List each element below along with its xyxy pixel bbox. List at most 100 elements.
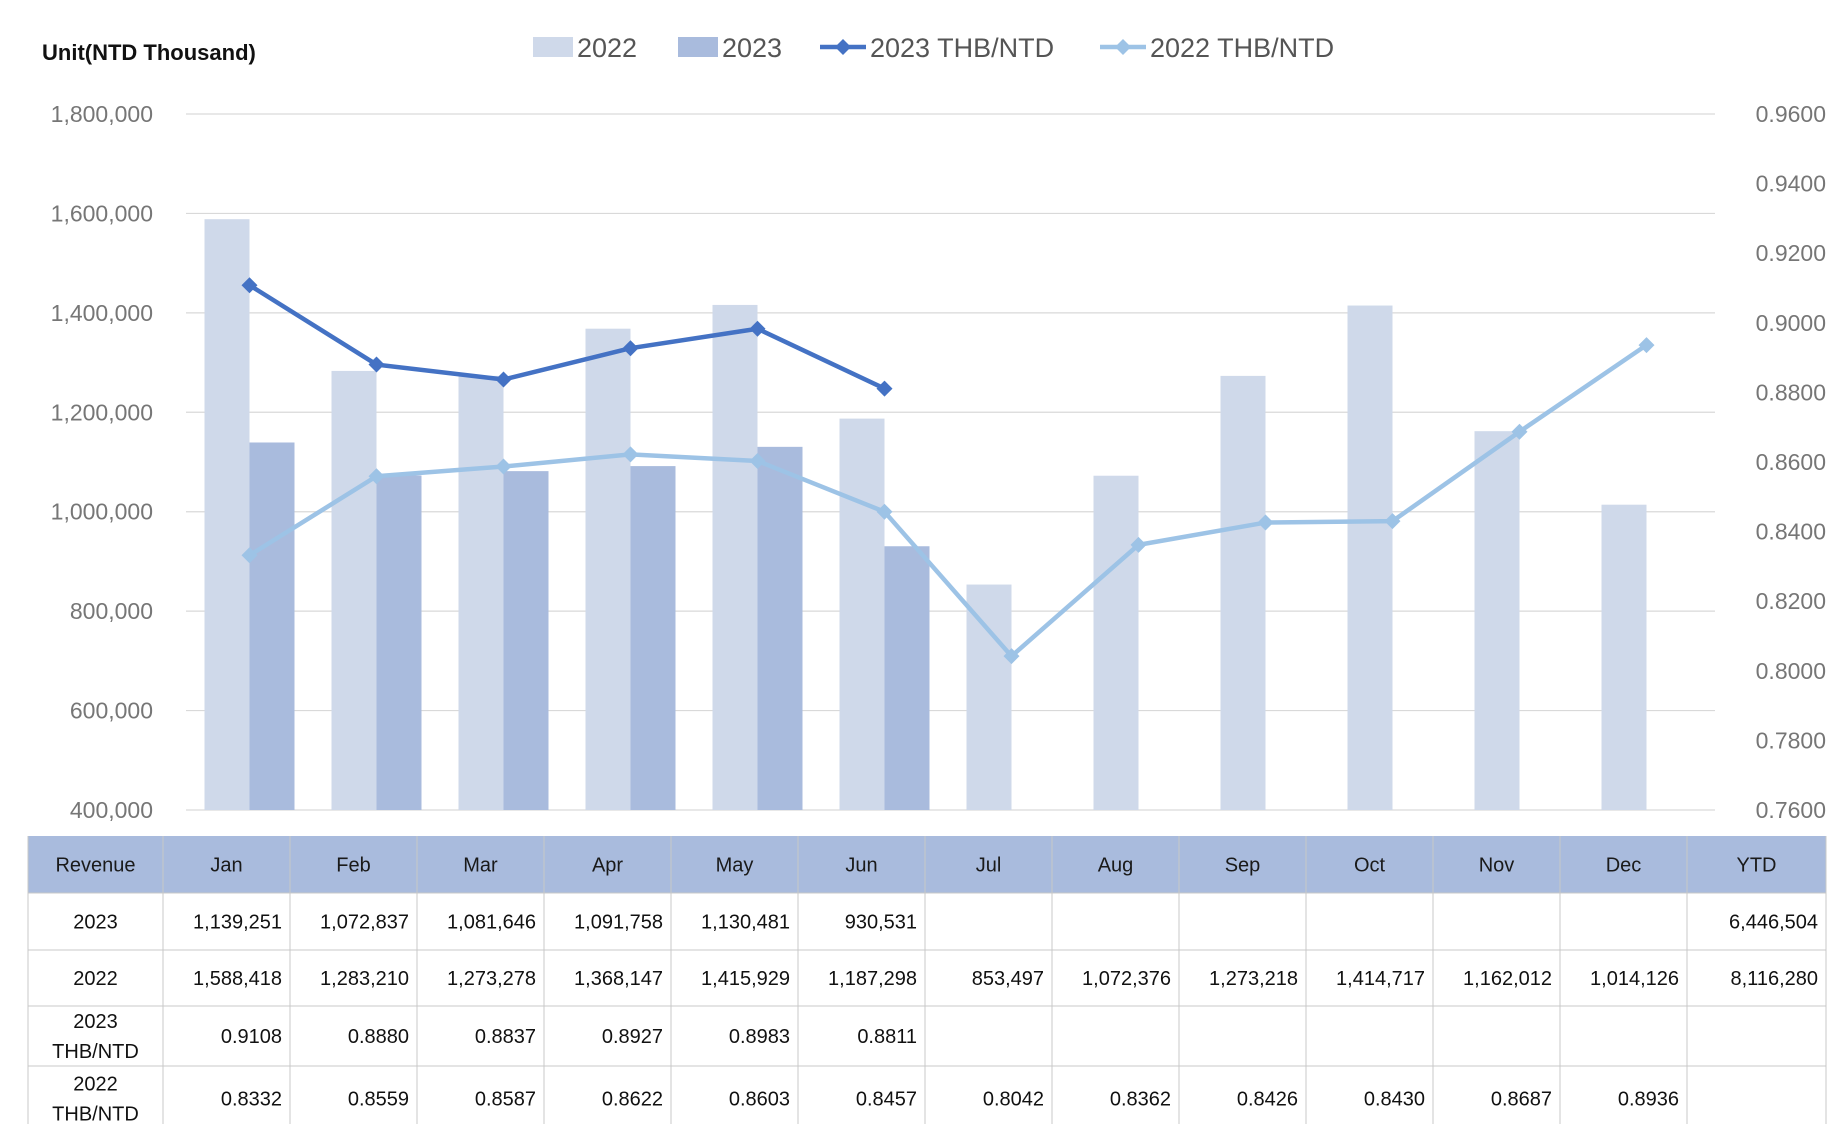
table-header-oct: Oct bbox=[1354, 855, 1386, 877]
bar-2023-jan bbox=[249, 442, 295, 810]
table-cell: 1,273,278 bbox=[447, 968, 536, 990]
table-header-dec: Dec bbox=[1606, 855, 1642, 877]
point-2022-thb-ntd-mar bbox=[495, 458, 512, 475]
point-2022-thb-ntd-oct bbox=[1384, 513, 1401, 530]
point-2022-thb-ntd-dec bbox=[1638, 337, 1655, 354]
legend-label-2022: 2022 bbox=[577, 33, 637, 63]
table-row-label: 2023 bbox=[73, 1011, 118, 1033]
table-header-jan: Jan bbox=[210, 855, 242, 877]
table-cell: 0.8811 bbox=[857, 1026, 917, 1048]
point-2023-thb-ntd-may bbox=[749, 320, 766, 337]
right-tick-label: 0.8800 bbox=[1756, 379, 1826, 405]
table-header-jul: Jul bbox=[976, 855, 1002, 877]
table-header-bg bbox=[28, 836, 1826, 893]
table-cell: 0.8622 bbox=[602, 1089, 663, 1111]
table-header-nov: Nov bbox=[1479, 855, 1515, 877]
point-2022-thb-ntd-apr bbox=[622, 446, 639, 463]
table-cell: 1,162,012 bbox=[1463, 968, 1552, 990]
table-cell: 1,072,837 bbox=[320, 912, 409, 934]
table-header-sep: Sep bbox=[1225, 855, 1261, 877]
table-header-ytd: YTD bbox=[1737, 855, 1777, 877]
table-cell: 0.8559 bbox=[348, 1089, 409, 1111]
table-header-may: May bbox=[716, 855, 754, 877]
table-cell: 1,283,210 bbox=[320, 968, 409, 990]
table-header-revenue: Revenue bbox=[55, 855, 135, 877]
bar-2023-apr bbox=[630, 466, 676, 810]
table-row-label: 2022 bbox=[73, 968, 118, 990]
unit-label: Unit(NTD Thousand) bbox=[42, 40, 256, 65]
point-2022-thb-ntd-jun bbox=[876, 503, 893, 520]
table-cell: 8,116,280 bbox=[1731, 968, 1819, 990]
gridlines bbox=[186, 113, 1715, 811]
table-cell: 0.8927 bbox=[602, 1026, 663, 1048]
line-2023-thb-ntd bbox=[248, 283, 886, 391]
table-row-label: 2023 bbox=[73, 912, 118, 934]
bar-2022-may bbox=[712, 304, 758, 810]
bar-2022-nov bbox=[1474, 431, 1520, 810]
table-cell: 1,414,717 bbox=[1336, 968, 1425, 990]
table-cell: 0.8687 bbox=[1491, 1089, 1552, 1111]
table-cell: 0.8983 bbox=[729, 1026, 790, 1048]
legend-label-2022-thb-ntd: 2022 THB/NTD bbox=[1150, 33, 1334, 63]
point-2022-thb-ntd-sep bbox=[1257, 514, 1274, 531]
legend: 2022 2023 2023 THB/NTD 2022 THB/NTD bbox=[533, 33, 1334, 63]
table-cell: 0.8430 bbox=[1364, 1089, 1425, 1111]
bar-2023-feb bbox=[376, 475, 422, 810]
right-tick-label: 0.9000 bbox=[1756, 310, 1826, 336]
table-header-feb: Feb bbox=[336, 855, 370, 877]
point-2022-thb-ntd-may bbox=[749, 452, 766, 469]
bar-2022-jul bbox=[966, 584, 1012, 810]
bar-2022-mar bbox=[458, 375, 504, 810]
point-2023-thb-ntd-jun bbox=[876, 380, 893, 397]
bar-2022-jan bbox=[204, 219, 250, 811]
table-cell: 0.8332 bbox=[221, 1089, 282, 1111]
table-row-label: THB/NTD bbox=[52, 1041, 139, 1063]
left-tick-label: 1,200,000 bbox=[51, 399, 153, 425]
right-tick-label: 0.8200 bbox=[1756, 588, 1826, 614]
bar-2022-sep bbox=[1220, 375, 1266, 810]
legend-marker-2023-thb-ntd bbox=[835, 39, 851, 55]
right-tick-label: 0.9600 bbox=[1756, 101, 1826, 127]
point-2022-thb-ntd-jan bbox=[241, 547, 258, 564]
table-cell: 0.8426 bbox=[1237, 1089, 1298, 1111]
table-cell: 853,497 bbox=[972, 968, 1044, 990]
right-tick-label: 0.9200 bbox=[1756, 240, 1826, 266]
bar-2022-oct bbox=[1347, 305, 1393, 810]
table-cell: 0.8362 bbox=[1110, 1089, 1171, 1111]
table-cell: 1,081,646 bbox=[447, 912, 536, 934]
table-cell: 0.8880 bbox=[348, 1026, 409, 1048]
table-cell: 0.8837 bbox=[475, 1026, 536, 1048]
point-2023-thb-ntd-apr bbox=[622, 340, 639, 357]
point-2022-thb-ntd-aug bbox=[1130, 536, 1147, 553]
point-2022-thb-ntd-jul bbox=[1003, 648, 1020, 665]
table-cell: 930,531 bbox=[845, 912, 917, 934]
table-cell: 6,446,504 bbox=[1729, 912, 1818, 934]
table-cell: 0.8603 bbox=[729, 1089, 790, 1111]
table-cell: 1,014,126 bbox=[1590, 968, 1679, 990]
table-cell: 0.8042 bbox=[983, 1089, 1044, 1111]
axis-ticks: 1,800,000 1,600,000 1,400,000 1,200,000 1,00… bbox=[51, 101, 1826, 823]
point-2022-thb-ntd-nov bbox=[1511, 423, 1528, 440]
table-cell: 1,273,218 bbox=[1209, 968, 1298, 990]
bar-2022-dec bbox=[1601, 504, 1647, 810]
bar-2022-aug bbox=[1093, 475, 1139, 810]
left-tick-label: 1,800,000 bbox=[51, 101, 153, 127]
table-cell: 1,139,251 bbox=[193, 912, 282, 934]
table-cell: 0.8936 bbox=[1618, 1089, 1679, 1111]
left-tick-label: 1,400,000 bbox=[51, 300, 153, 326]
bars bbox=[204, 219, 1647, 811]
left-tick-label: 1,000,000 bbox=[51, 499, 153, 525]
table-cell: 1,187,298 bbox=[828, 968, 917, 990]
left-tick-label: 400,000 bbox=[70, 797, 153, 823]
right-tick-label: 0.8600 bbox=[1756, 449, 1826, 475]
point-2023-thb-ntd-mar bbox=[495, 371, 512, 388]
table-cell: 1,130,481 bbox=[701, 912, 790, 934]
right-tick-label: 0.8000 bbox=[1756, 658, 1826, 684]
legend-label-2023-thb-ntd: 2023 THB/NTD bbox=[870, 33, 1054, 63]
table-header-mar: Mar bbox=[463, 855, 498, 877]
right-tick-label: 0.9400 bbox=[1756, 171, 1826, 197]
table-cell: 0.8457 bbox=[856, 1089, 917, 1111]
right-tick-label: 0.7800 bbox=[1756, 727, 1826, 753]
